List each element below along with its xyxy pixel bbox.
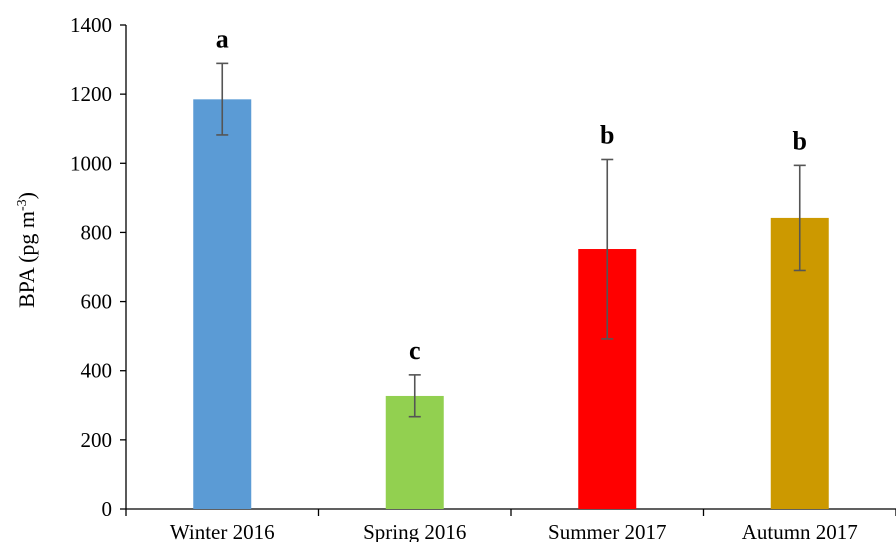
category-label: Spring 2016: [363, 520, 466, 542]
y-tick-labels: 0 200 400 600 800 1000 1200 1400: [70, 13, 112, 521]
bars: [193, 99, 829, 509]
y-tick-label: 1400: [70, 13, 112, 37]
y-axis-title-superscript: -3: [15, 199, 30, 211]
y-axis-title-text: BPA (pg m: [14, 211, 39, 308]
category-label: Summer 2017: [548, 520, 666, 542]
category-label: Winter 2016: [170, 520, 275, 542]
bar: [193, 99, 251, 509]
y-tick-label: 0: [102, 497, 113, 521]
y-tick-label: 400: [81, 359, 113, 383]
y-axis-title-close: ): [14, 192, 39, 199]
error-bars: [216, 63, 806, 416]
y-tick-label: 200: [81, 428, 113, 452]
significance-label: b: [793, 126, 807, 155]
y-tick-label: 600: [81, 290, 113, 314]
y-tick-label: 1200: [70, 82, 112, 106]
y-axis-title: BPA (pg m-3): [14, 192, 39, 308]
significance-label: b: [600, 120, 614, 149]
svg-text:BPA (pg m-3): BPA (pg m-3): [14, 192, 39, 308]
category-label: Autumn 2017: [742, 520, 858, 542]
significance-label: a: [216, 24, 229, 53]
y-tick-label: 800: [81, 220, 113, 244]
significance-label: c: [409, 336, 421, 365]
y-tick-label: 1000: [70, 151, 112, 175]
significance-labels: a c b b: [216, 24, 807, 364]
category-labels: Winter 2016 Spring 2016 Summer 2017 Autumn …: [170, 520, 858, 542]
